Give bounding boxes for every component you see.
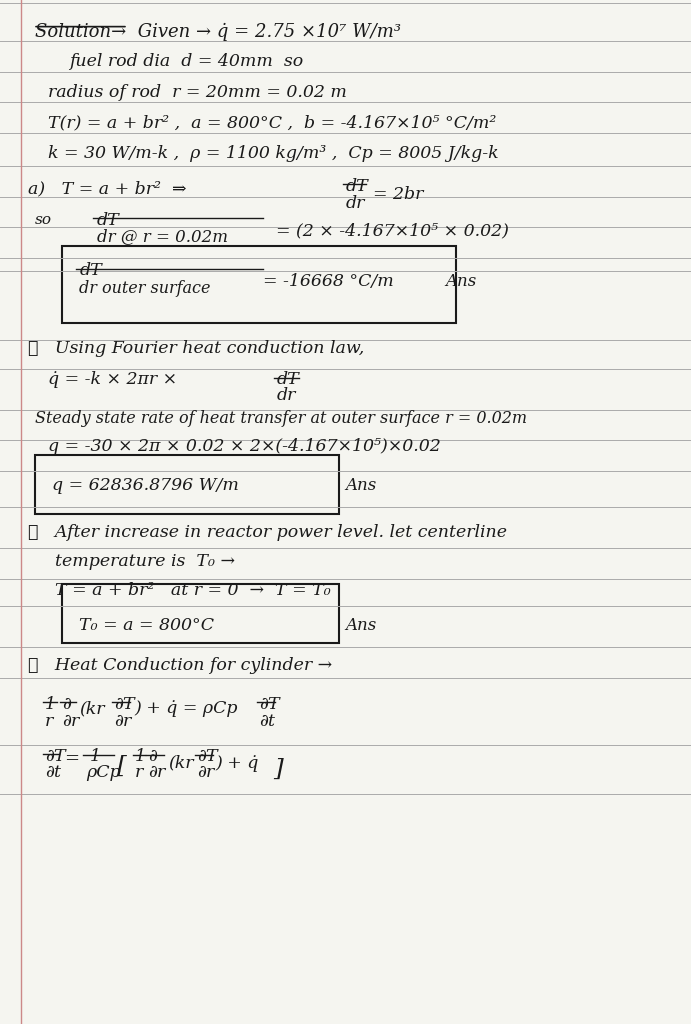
Text: ∂t: ∂t [45,764,61,781]
Text: r: r [135,764,143,781]
Text: ∂: ∂ [62,696,71,714]
Text: ∂: ∂ [149,748,158,765]
Text: temperature is  T₀ →: temperature is T₀ → [55,553,235,570]
Text: 1: 1 [135,748,146,765]
Text: dr outer surface: dr outer surface [79,280,211,297]
Text: dr: dr [276,387,296,404]
Text: k = 30 W/m-k ,  ρ = 1100 kg/m³ ,  Cp = 8005 J/kg-k: k = 30 W/m-k , ρ = 1100 kg/m³ , Cp = 800… [48,145,499,163]
Text: q̇ = -k × 2πr ×: q̇ = -k × 2πr × [48,371,178,388]
Text: ) + q̇ = ρCp: ) + q̇ = ρCp [135,700,238,718]
Text: Solution→  Given → q̇ = 2.75 ×10⁷ W/m³: Solution→ Given → q̇ = 2.75 ×10⁷ W/m³ [35,23,401,41]
Text: ∂r: ∂r [197,764,214,781]
Text: q = 62836.8796 W/m: q = 62836.8796 W/m [52,477,238,495]
Text: =: = [64,750,79,768]
Text: dr @ r = 0.02m: dr @ r = 0.02m [97,228,228,246]
Text: dT: dT [97,212,120,229]
Text: ⓓ   Heat Conduction for cylinder →: ⓓ Heat Conduction for cylinder → [28,657,332,675]
Text: T₀ = a = 800°C: T₀ = a = 800°C [79,617,214,635]
Text: = -16668 °C/m: = -16668 °C/m [263,273,393,291]
Text: Ⓑ   Using Fourier heat conduction law,: Ⓑ Using Fourier heat conduction law, [28,340,364,357]
Text: ∂r: ∂r [62,713,79,730]
Text: Ans: Ans [346,617,377,635]
Text: ∂T: ∂T [197,748,218,765]
Text: ρCp: ρCp [86,764,121,781]
Text: ) + q̇: ) + q̇ [216,755,259,772]
Text: Steady state rate of heat transfer at outer surface r = 0.02m: Steady state rate of heat transfer at ou… [35,410,527,427]
Text: T = a + br²   at r = 0  →  T = T₀: T = a + br² at r = 0 → T = T₀ [55,582,331,599]
Text: radius of rod  r = 20mm = 0.02 m: radius of rod r = 20mm = 0.02 m [48,84,348,101]
Text: [: [ [117,755,127,777]
Text: Ans: Ans [446,273,477,291]
Text: ∂r: ∂r [114,713,131,730]
Text: Ⓢ   After increase in reactor power level. let centerline: Ⓢ After increase in reactor power level.… [28,524,507,542]
Text: (kr: (kr [168,755,193,772]
Text: r: r [45,713,53,730]
Text: dT: dT [276,371,299,388]
Text: ∂T: ∂T [45,748,66,765]
Text: (kr: (kr [79,700,105,718]
Text: dT: dT [346,178,368,196]
Text: 1: 1 [45,696,56,714]
Text: 1: 1 [90,748,101,765]
Text: ∂r: ∂r [149,764,166,781]
Text: Ans: Ans [346,477,377,495]
Text: ∂t: ∂t [259,713,275,730]
Text: dT: dT [79,262,102,280]
Text: a)   T = a + br²  ⇒: a) T = a + br² ⇒ [28,180,186,198]
Text: ]: ] [273,758,283,780]
Text: = 2br: = 2br [373,186,424,204]
Text: ∂T: ∂T [259,696,280,714]
Text: dr: dr [346,195,365,212]
Text: T(r) = a + br² ,  a = 800°C ,  b = -4.167×10⁵ °C/m²: T(r) = a + br² , a = 800°C , b = -4.167×… [48,115,497,132]
Text: q = -30 × 2π × 0.02 × 2×(-4.167×10⁵)×0.02: q = -30 × 2π × 0.02 × 2×(-4.167×10⁵)×0.0… [48,438,441,456]
Text: fuel rod dia  d = 40mm  so: fuel rod dia d = 40mm so [69,53,303,71]
Text: ∂T: ∂T [114,696,135,714]
Text: so: so [35,213,52,227]
Text: = (2 × -4.167×10⁵ × 0.02): = (2 × -4.167×10⁵ × 0.02) [276,222,509,240]
